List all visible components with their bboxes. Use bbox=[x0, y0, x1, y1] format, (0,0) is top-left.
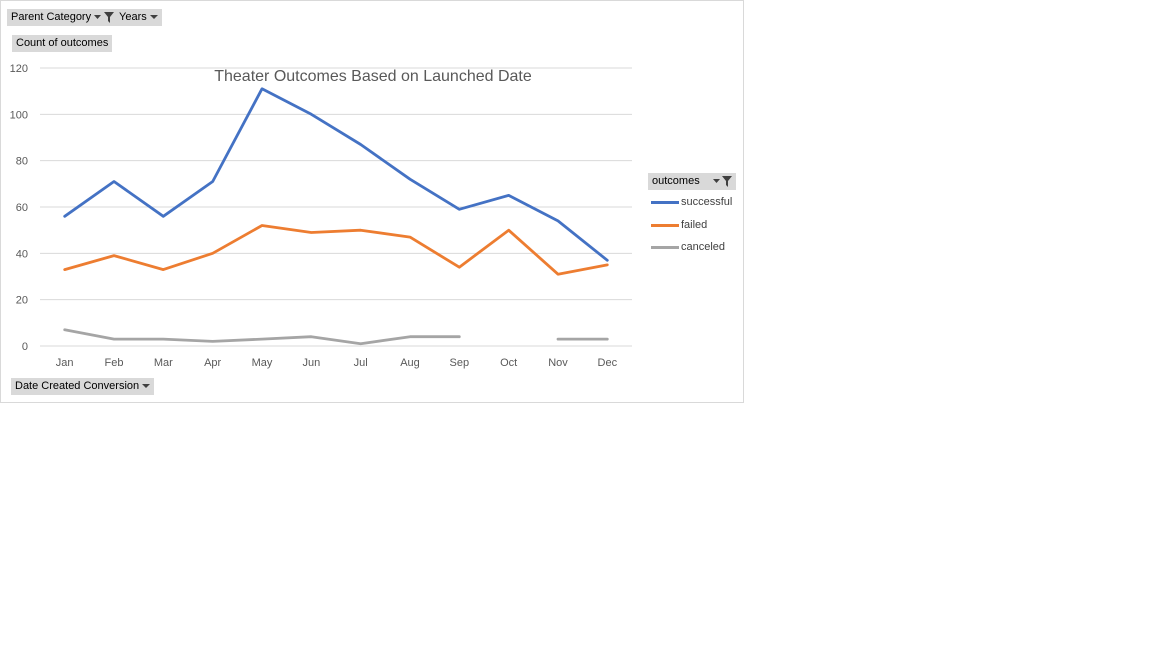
x-tick-label-jan: Jan bbox=[56, 357, 74, 369]
series-lines bbox=[63, 87, 609, 346]
legend-item-canceled[interactable]: canceled bbox=[651, 239, 725, 255]
dropdown-arrow-icon bbox=[142, 384, 151, 389]
x-tick-label-oct: Oct bbox=[500, 357, 517, 369]
y-tick-label: 60 bbox=[16, 202, 28, 214]
years-filter-button[interactable]: Years bbox=[115, 9, 162, 26]
x-tick-label-dec: Dec bbox=[598, 357, 618, 369]
legend-swatch-failed bbox=[651, 223, 679, 227]
x-axis-ticks: Jan Feb Mar Apr May Jun Jul Aug Sep Oct Nov Dec bbox=[56, 357, 618, 369]
line-chart: 0 20 40 60 80 100 120 Jan Feb Mar Apr May Jun Jul Aug… bbox=[10, 63, 632, 369]
parent-category-label: Parent Category bbox=[11, 11, 92, 23]
x-tick-label-nov: Nov bbox=[548, 357, 568, 369]
series-line-successful[interactable] bbox=[63, 87, 609, 262]
axis-field-button[interactable]: Date Created Conversion bbox=[11, 378, 155, 395]
x-tick-label-may: May bbox=[252, 357, 273, 369]
pivot-chart[interactable]: Parent Category Years Count of outcomes … bbox=[0, 0, 744, 403]
x-tick-label-apr: Apr bbox=[204, 357, 221, 369]
value-field-label: Count of outcomes bbox=[16, 37, 109, 49]
x-tick-label-jun: Jun bbox=[302, 357, 320, 369]
filter-funnel-icon bbox=[104, 12, 115, 23]
value-field-button[interactable]: Count of outcomes bbox=[12, 35, 113, 52]
y-tick-label: 80 bbox=[16, 156, 28, 168]
dropdown-arrow-icon bbox=[713, 179, 720, 183]
dropdown-arrow-icon bbox=[94, 15, 102, 20]
x-tick-label-mar: Mar bbox=[154, 357, 173, 369]
legend-field-button[interactable]: outcomes bbox=[648, 173, 736, 190]
y-tick-label: 0 bbox=[22, 341, 28, 353]
filter-funnel-icon bbox=[722, 176, 732, 187]
legend-item-successful[interactable]: successful bbox=[651, 194, 732, 210]
legend-label-failed: failed bbox=[681, 219, 708, 231]
y-axis-ticks: 0 20 40 60 80 100 120 bbox=[10, 63, 28, 353]
parent-category-filter-button[interactable]: Parent Category bbox=[7, 9, 119, 26]
x-tick-label-sep: Sep bbox=[450, 357, 470, 369]
years-label: Years bbox=[119, 11, 147, 23]
legend-swatch-canceled bbox=[651, 245, 679, 249]
dropdown-arrow-icon bbox=[149, 15, 158, 20]
x-tick-label-feb: Feb bbox=[105, 357, 124, 369]
y-tick-label: 100 bbox=[10, 109, 28, 121]
chart-title: Theater Outcomes Based on Launched Date bbox=[214, 68, 532, 85]
legend-label-canceled: canceled bbox=[681, 241, 726, 253]
y-tick-label: 120 bbox=[10, 63, 28, 75]
axis-field-label: Date Created Conversion bbox=[15, 380, 140, 392]
x-tick-label-jul: Jul bbox=[354, 357, 368, 369]
series-line-canceled[interactable] bbox=[63, 328, 609, 346]
legend-filter-icons bbox=[713, 176, 732, 187]
legend-label-successful: successful bbox=[681, 196, 733, 208]
series-line-failed[interactable] bbox=[63, 224, 609, 276]
y-tick-label: 40 bbox=[16, 248, 28, 260]
y-tick-label: 20 bbox=[16, 295, 28, 307]
legend-field-label: outcomes bbox=[652, 175, 700, 187]
x-tick-label-aug: Aug bbox=[400, 357, 420, 369]
gridlines bbox=[40, 67, 632, 347]
legend-item-failed[interactable]: failed bbox=[651, 217, 707, 233]
legend-swatch-successful bbox=[651, 200, 679, 204]
